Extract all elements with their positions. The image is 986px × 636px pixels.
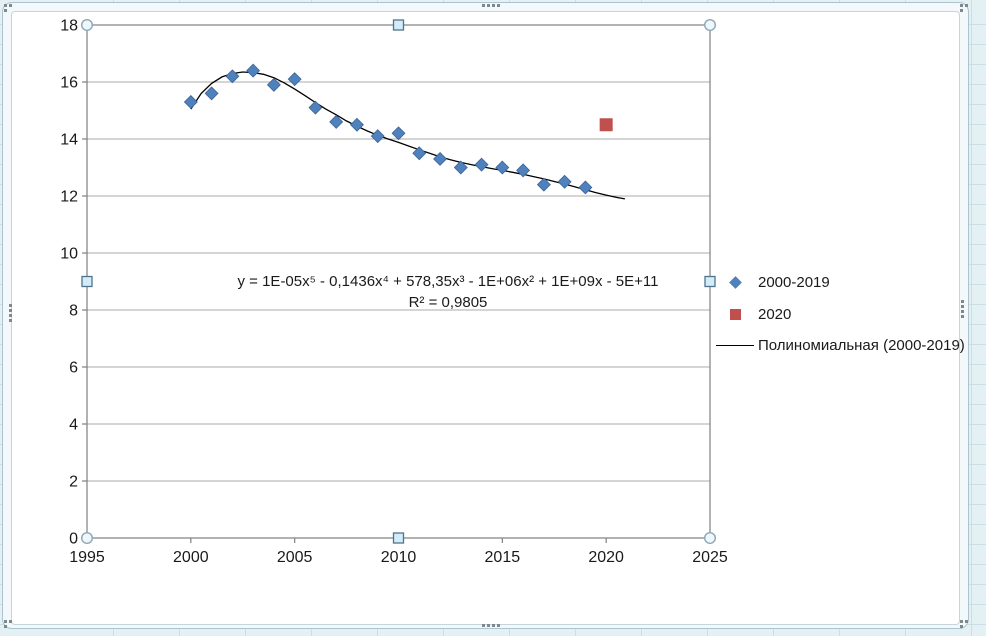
y-tick-label: 14: [60, 132, 78, 149]
data-point-2000-2019[interactable]: [350, 117, 364, 132]
legend-item-trendline[interactable]: Полиномиальная (2000-2019): [714, 330, 965, 362]
data-point-2000-2019[interactable]: [246, 63, 261, 78]
y-tick-label: 10: [60, 246, 78, 263]
data-point-2000-2019[interactable]: [370, 129, 385, 144]
data-point-2000-2019[interactable]: [474, 157, 489, 172]
diamond-marker-icon: [728, 276, 742, 290]
legend-marker-cell: [714, 345, 756, 347]
legend-item-2020[interactable]: 2020: [714, 299, 962, 331]
data-point-2000-2019[interactable]: [225, 69, 240, 84]
plot-corner-handle[interactable]: [704, 532, 717, 545]
data-point-2000-2019[interactable]: [453, 160, 468, 175]
legend-marker-cell: [714, 276, 756, 290]
data-point-2020[interactable]: [599, 118, 613, 132]
plot-edge-handle[interactable]: [704, 275, 716, 288]
x-tick-label: 2015: [485, 549, 521, 566]
data-point-2000-2019[interactable]: [183, 94, 198, 109]
square-marker-icon: [729, 308, 741, 320]
data-point-2000-2019[interactable]: [433, 151, 447, 166]
plot-corner-handle[interactable]: [704, 19, 717, 32]
legend-item-2000-2019[interactable]: 2000-2019: [714, 267, 962, 299]
plot-edge-handle[interactable]: [392, 19, 405, 31]
chart-object-frame[interactable]: [2, 2, 969, 629]
x-tick-label: 2005: [277, 549, 313, 566]
data-point-2000-2019[interactable]: [266, 77, 281, 92]
data-point-2000-2019[interactable]: [204, 86, 219, 101]
x-tick-label: 2025: [692, 549, 728, 566]
data-point-2000-2019[interactable]: [536, 177, 551, 192]
x-tick-label: 2020: [588, 549, 624, 566]
plot-edge-handle[interactable]: [81, 275, 93, 288]
y-tick-label: 12: [60, 189, 78, 206]
data-point-2000-2019[interactable]: [308, 100, 323, 115]
legend-marker-cell: [714, 308, 756, 320]
data-point-2000-2019[interactable]: [557, 174, 572, 189]
line-marker-icon: [716, 345, 754, 347]
trendline-equation[interactable]: y = 1E-05x⁵ - 0,1436x⁴ + 578,35x³ - 1E+0…: [208, 271, 688, 313]
y-tick-label: 2: [69, 474, 78, 491]
plot-corner-handle[interactable]: [80, 532, 93, 545]
trendline-r-squared: R² = 0,9805: [408, 294, 488, 311]
data-point-2000-2019[interactable]: [391, 126, 406, 141]
legend-label: 2020: [758, 305, 792, 323]
data-point-2000-2019[interactable]: [495, 160, 510, 175]
y-tick-label: 6: [69, 360, 78, 377]
data-point-2000-2019[interactable]: [516, 163, 531, 178]
chart-area[interactable]: [11, 11, 960, 625]
y-tick-label: 16: [60, 75, 78, 92]
trendline-equation-line: y = 1E-05x⁵ - 0,1436x⁴ + 578,35x³ - 1E+0…: [237, 273, 659, 290]
plot-edge-handle[interactable]: [392, 532, 405, 544]
data-point-2000-2019[interactable]: [329, 114, 344, 129]
x-tick-label: 2000: [173, 549, 209, 566]
x-tick-label: 2010: [381, 549, 417, 566]
y-tick-label: 4: [69, 417, 78, 434]
legend-label: Полиномиальная (2000-2019): [758, 337, 965, 355]
legend-label: 2000-2019: [758, 274, 830, 292]
trendline-curve[interactable]: [190, 71, 626, 200]
y-tick-label: 8: [69, 303, 78, 320]
data-point-2000-2019[interactable]: [412, 146, 427, 161]
data-point-2000-2019[interactable]: [578, 180, 593, 195]
y-tick-label: 0: [69, 531, 78, 548]
plot-corner-handle[interactable]: [80, 19, 93, 32]
data-point-2000-2019[interactable]: [287, 72, 302, 87]
chart-legend[interactable]: 2000-2019 2020 Полиномиальная (2000-2019…: [714, 267, 965, 362]
x-tick-label: 1995: [69, 549, 105, 566]
y-tick-label: 18: [60, 18, 78, 35]
